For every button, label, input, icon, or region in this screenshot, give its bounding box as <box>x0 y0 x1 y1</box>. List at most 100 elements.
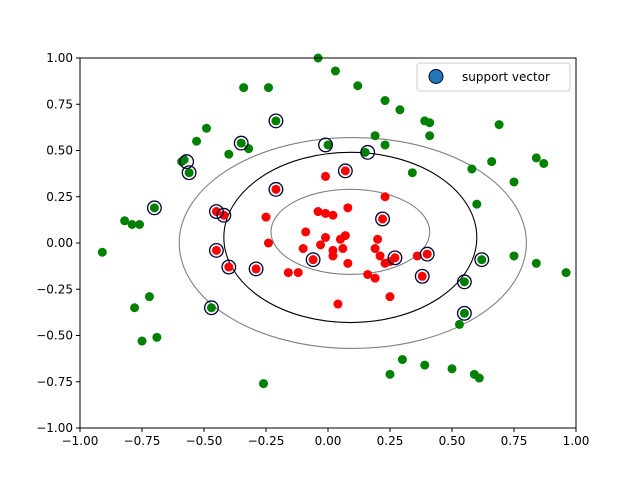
x-tick-label: −0.50 <box>186 434 223 448</box>
inner-class-point <box>211 245 221 255</box>
support-vector-ring <box>208 204 224 220</box>
y-tick-label: −1.00 <box>36 421 73 435</box>
inner-class-point <box>370 244 380 254</box>
outer-class-point <box>177 157 187 167</box>
support-vector-ring <box>233 135 249 151</box>
outer-class-point <box>130 303 140 313</box>
outer-class-point <box>425 131 435 141</box>
outer-class-point <box>380 96 390 106</box>
x-tick-label: 1.00 <box>563 434 590 448</box>
support-vector-ring <box>181 165 197 181</box>
inner-class-point <box>321 232 331 242</box>
outer-class-point <box>561 268 571 278</box>
inner-class-point <box>417 271 427 281</box>
outer-class-point <box>184 168 194 178</box>
outer-class-point <box>370 131 380 141</box>
inner-class-point <box>340 231 350 241</box>
outer-class-point <box>487 157 497 167</box>
y-tick-label: 0.75 <box>46 97 73 111</box>
inner-class-point <box>316 240 326 250</box>
outer-class-point <box>144 292 154 302</box>
x-tick-label: 0.00 <box>315 434 342 448</box>
outer-class-point <box>531 153 541 163</box>
y-tick-label: −0.75 <box>36 375 73 389</box>
outer-class-point <box>97 247 107 257</box>
y-tick-label: 1.00 <box>46 51 73 65</box>
inner-class-point <box>422 249 432 259</box>
y-axis: −1.00 −0.75 −0.50 −0.25 0.00 0.25 0.50 0.75 1.00 <box>36 51 80 435</box>
outer-class-point <box>330 66 340 76</box>
support-vector-ring <box>414 268 430 284</box>
legend-box <box>416 62 571 92</box>
outer-class-point <box>149 203 159 213</box>
data-points <box>97 53 571 389</box>
inner-class-point <box>224 262 234 272</box>
outer-class-point <box>360 147 370 157</box>
outer-class-point <box>425 118 435 128</box>
outer-class-point <box>509 177 519 187</box>
outer-class-point <box>127 220 137 229</box>
outer-class-point <box>201 123 211 133</box>
inner-class-point <box>298 244 308 254</box>
outer-class-point <box>236 138 246 148</box>
y-tick-label: −0.25 <box>36 282 73 296</box>
outer-class-point <box>224 149 234 159</box>
support-vector-markers <box>146 113 490 321</box>
outer-class-point <box>395 105 405 115</box>
inner-class-point <box>321 208 331 218</box>
inner-class-point <box>338 244 348 254</box>
outer-class-point <box>531 258 541 268</box>
x-axis: −1.00 −0.75 −0.50 −0.25 0.00 0.25 0.50 0.75 1.00 <box>62 428 590 448</box>
outer-class-point <box>271 116 281 126</box>
inner-class-point <box>343 258 353 268</box>
outer-class-point <box>385 369 395 379</box>
inner-class-point <box>263 238 273 248</box>
inner-class-point <box>271 184 281 194</box>
support-vector-ring <box>146 200 162 216</box>
outer-class-point <box>459 308 469 318</box>
support-vector-ring <box>375 211 391 227</box>
outer-class-point <box>192 136 202 146</box>
support-vector-ring <box>456 274 472 290</box>
legend: support vector <box>416 62 571 92</box>
y-tick-label: 0.00 <box>46 236 73 250</box>
outer-class-point <box>467 164 477 174</box>
support-vector-ring <box>208 242 224 258</box>
y-tick-label: 0.25 <box>46 190 73 204</box>
outer-class-point <box>135 220 145 229</box>
inner-class-point <box>380 192 390 202</box>
support-vector-ring <box>337 163 353 179</box>
support-vector-ring <box>360 144 376 160</box>
outer-class-point <box>472 199 482 209</box>
outer-class-point <box>509 251 519 261</box>
inner-class-point <box>333 299 343 309</box>
contour-boundary <box>223 151 478 324</box>
inner-class-point <box>283 268 293 278</box>
support-vector-ring <box>419 246 435 262</box>
inner-class-point <box>308 255 318 265</box>
inner-class-point <box>219 210 229 220</box>
outer-class-point <box>263 83 273 93</box>
x-tick-label: −0.75 <box>124 434 161 448</box>
inner-class-point <box>301 227 311 237</box>
support-vector-ring <box>179 154 195 170</box>
legend-label: support vector <box>462 70 550 84</box>
support-vector-ring <box>248 261 264 277</box>
x-tick-label: 0.75 <box>501 434 528 448</box>
support-vector-ring <box>387 250 403 266</box>
x-tick-label: −1.00 <box>62 434 99 448</box>
outer-class-point <box>459 277 469 287</box>
support-vector-ring <box>203 300 219 316</box>
inner-class-point <box>375 251 385 261</box>
outer-class-point <box>239 83 249 93</box>
outer-class-point <box>539 158 549 168</box>
inner-class-point <box>385 292 395 302</box>
decision-contours <box>178 137 527 349</box>
outer-class-point <box>474 373 484 383</box>
support-vector-ring <box>268 181 284 197</box>
support-vector-ring <box>268 113 284 129</box>
inner-class-point <box>412 251 422 261</box>
support-vector-ring <box>318 137 333 153</box>
inner-class-point <box>363 269 373 279</box>
